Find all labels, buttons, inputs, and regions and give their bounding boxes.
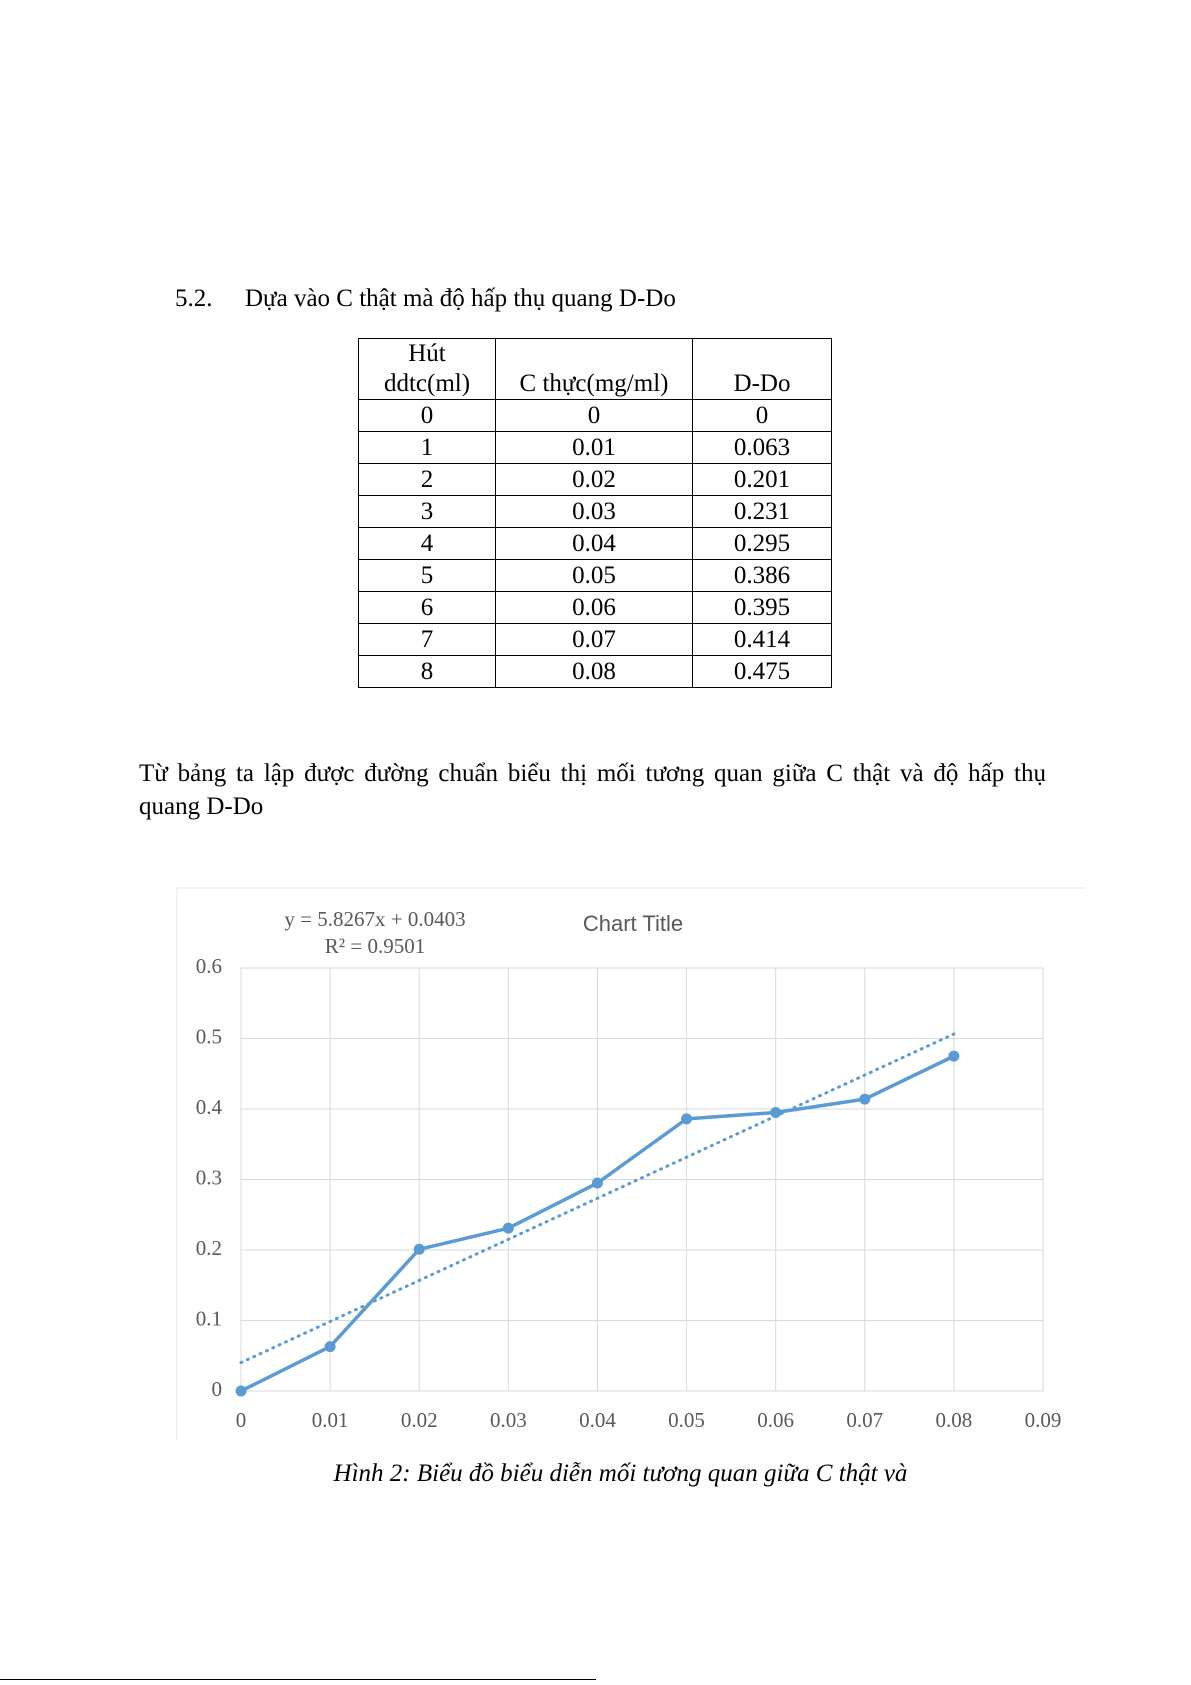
y-tick-label: 0.6 bbox=[196, 954, 222, 978]
paragraph: Từ bảng ta lập được đường chuẩn biểu thị… bbox=[139, 760, 1046, 820]
data-point bbox=[681, 1113, 693, 1125]
table-cell: 3 bbox=[358, 495, 496, 528]
table-cell: 0 bbox=[692, 399, 832, 432]
table-cell: 6 bbox=[358, 591, 496, 624]
footer-rule bbox=[0, 1679, 596, 1680]
table-cell: 0.386 bbox=[692, 559, 832, 592]
table-cell: 0.06 bbox=[495, 591, 693, 624]
trendline bbox=[239, 1032, 956, 1365]
table-cell: 0.295 bbox=[692, 527, 832, 560]
data-point bbox=[324, 1341, 336, 1353]
table-cell: 0.201 bbox=[692, 463, 832, 496]
table-cell: 0.395 bbox=[692, 591, 832, 624]
data-point bbox=[770, 1107, 782, 1119]
y-tick-label: 0.3 bbox=[196, 1165, 222, 1189]
trendline-r2: R² = 0.9501 bbox=[325, 934, 425, 958]
heading-number: 5.2. bbox=[175, 285, 213, 312]
header-cell: C thực(mg/ml) bbox=[495, 338, 693, 400]
table-cell: 8 bbox=[358, 655, 496, 688]
chart: Chart Title y = 5.8267x + 0.0403 R² = 0.… bbox=[176, 887, 1086, 1440]
data-point bbox=[235, 1385, 247, 1397]
table-cell: 1 bbox=[358, 431, 496, 464]
y-tick-label: 0.4 bbox=[196, 1095, 223, 1119]
table-cell: 5 bbox=[358, 559, 496, 592]
table-cell: 0.05 bbox=[495, 559, 693, 592]
header-row: Hút ddtc(ml) C thực(mg/ml) D-Do bbox=[358, 338, 832, 400]
table-cell: 0.02 bbox=[495, 463, 693, 496]
table-cell: 4 bbox=[358, 527, 496, 560]
heading: Dựa vào C thật mà độ hấp thụ quang D-Do bbox=[245, 285, 676, 312]
data-point bbox=[948, 1050, 960, 1062]
data-point bbox=[413, 1243, 425, 1255]
table-cell: 0.414 bbox=[692, 623, 832, 656]
header-cell: Hút ddtc(ml) bbox=[358, 338, 496, 400]
x-tick-label: 0.01 bbox=[312, 1408, 349, 1432]
table-row: 2 0.02 0.201 bbox=[358, 463, 832, 496]
x-tick-label: 0.02 bbox=[401, 1408, 438, 1432]
table-cell: 7 bbox=[358, 623, 496, 656]
data-table: Hút ddtc(ml) C thực(mg/ml) D-Do 0 0 0 1 0.01… bbox=[358, 338, 832, 688]
y-tick-label: 0.5 bbox=[196, 1024, 222, 1048]
table-cell: 0.01 bbox=[495, 431, 693, 464]
x-tick-label: 0.03 bbox=[490, 1408, 527, 1432]
table-cell: 0 bbox=[358, 399, 496, 432]
table-cell: 0.08 bbox=[495, 655, 693, 688]
data-point bbox=[591, 1177, 603, 1189]
x-tick-label: 0.07 bbox=[846, 1408, 883, 1432]
caption: Hình 2: Biểu đồ biểu diễn mối tương quan… bbox=[333, 1460, 908, 1487]
table-cell: 0.475 bbox=[692, 655, 832, 688]
table-row: 4 0.04 0.295 bbox=[358, 527, 832, 560]
table-row: 1 0.01 0.063 bbox=[358, 431, 832, 464]
x-tick-label: 0 bbox=[236, 1408, 247, 1432]
table-cell: 0.063 bbox=[692, 431, 832, 464]
table-cell: 0.231 bbox=[692, 495, 832, 528]
data-point bbox=[859, 1093, 871, 1105]
y-tick-label: 0.1 bbox=[196, 1306, 222, 1330]
y-tick-label: 0 bbox=[212, 1377, 223, 1401]
x-tick-label: 0.04 bbox=[579, 1408, 616, 1432]
trendline-equation: y = 5.8267x + 0.0403 bbox=[284, 907, 465, 931]
table-row: 8 0.08 0.475 bbox=[358, 655, 832, 688]
table-row: 5 0.05 0.386 bbox=[358, 559, 832, 592]
table-cell: 0.07 bbox=[495, 623, 693, 656]
x-tick-label: 0.05 bbox=[668, 1408, 705, 1432]
table-row: 7 0.07 0.414 bbox=[358, 623, 832, 656]
header-cell: D-Do bbox=[692, 338, 832, 400]
x-tick-label: 0.09 bbox=[1025, 1408, 1062, 1432]
table-cell: 2 bbox=[358, 463, 496, 496]
data-point bbox=[502, 1222, 514, 1234]
table-row: 3 0.03 0.231 bbox=[358, 495, 832, 528]
x-tick-label: 0.06 bbox=[757, 1408, 794, 1432]
x-tick-label: 0.08 bbox=[936, 1408, 973, 1432]
table-cell: 0.03 bbox=[495, 495, 693, 528]
chart-title: Chart Title bbox=[583, 911, 683, 936]
table-row: 6 0.06 0.395 bbox=[358, 591, 832, 624]
table-cell: 0.04 bbox=[495, 527, 693, 560]
table-cell: 0 bbox=[495, 399, 693, 432]
y-tick-label: 0.2 bbox=[196, 1236, 222, 1260]
